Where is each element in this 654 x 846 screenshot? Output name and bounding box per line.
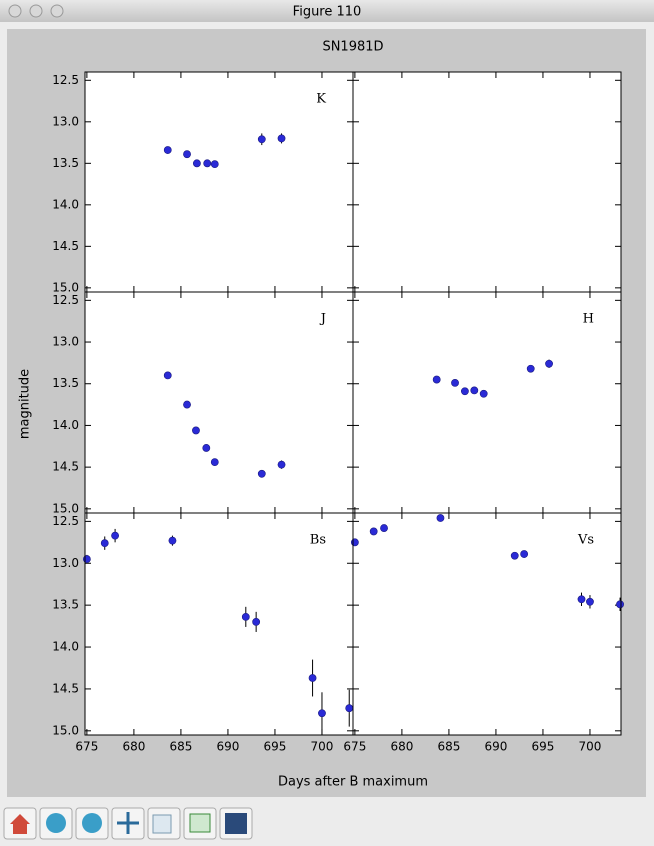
data-point <box>350 538 359 547</box>
data-point <box>183 400 191 409</box>
data-point <box>318 709 326 718</box>
y-tick-label: 14.0 <box>52 640 79 654</box>
y-axis-label: magnitude <box>18 369 33 439</box>
data-point <box>277 460 286 469</box>
x-tick-label: 700 <box>311 740 334 754</box>
data-point <box>380 524 388 532</box>
data-point <box>163 146 172 154</box>
figure-title: SN1981D <box>322 40 383 55</box>
data-point <box>520 550 529 558</box>
data-point <box>616 600 624 609</box>
data-point <box>192 426 200 435</box>
data-point <box>545 359 553 368</box>
zoom-button[interactable] <box>50 4 64 18</box>
x-tick-label: 675 <box>75 740 98 754</box>
y-tick-label: 13.0 <box>52 556 79 570</box>
data-point <box>257 469 266 478</box>
panel-label: Bs <box>310 533 326 548</box>
panel-label: J <box>319 312 326 327</box>
data-point <box>210 160 219 169</box>
panel-label: Vs <box>577 533 594 548</box>
y-tick-label: 12.5 <box>52 293 79 307</box>
back-icon <box>46 813 66 833</box>
plot-area <box>353 292 621 513</box>
y-tick-label: 13.5 <box>52 376 79 390</box>
data-point <box>210 458 219 467</box>
y-tick-label: 14.0 <box>52 418 79 432</box>
y-tick-label: 14.0 <box>52 197 79 211</box>
x-tick-label: 695 <box>531 740 554 754</box>
y-tick-label: 15.0 <box>52 723 79 737</box>
y-tick-label: 14.5 <box>52 681 79 695</box>
subplots-icon <box>189 813 211 833</box>
save-icon <box>225 813 247 834</box>
plot-area <box>353 513 621 735</box>
y-tick-label: 13.5 <box>52 598 79 612</box>
toolbar <box>3 807 253 840</box>
plot-area <box>85 72 353 292</box>
y-tick-label: 12.5 <box>52 73 79 87</box>
plot-frame <box>352 512 622 736</box>
window-title: Figure 110 <box>293 5 362 20</box>
data-point <box>111 531 119 540</box>
y-tick-label: 15.0 <box>52 501 79 515</box>
panel-label: H <box>583 312 594 327</box>
data-point <box>470 386 479 395</box>
plot-area <box>85 292 353 513</box>
panel-label: K <box>316 92 326 107</box>
data-point <box>577 595 586 604</box>
data-point <box>479 389 488 398</box>
data-point <box>526 364 535 373</box>
x-tick-label: 690 <box>216 740 239 754</box>
data-point <box>308 674 317 682</box>
y-tick-label: 13.5 <box>52 156 79 170</box>
data-point <box>163 371 172 380</box>
data-point <box>183 150 191 159</box>
data-point <box>168 536 177 545</box>
data-point <box>202 444 211 452</box>
y-tick-label: 14.5 <box>52 460 79 474</box>
data-point <box>241 612 250 621</box>
close-button[interactable] <box>8 4 22 18</box>
plot-area <box>85 513 353 735</box>
plot-area <box>353 72 621 292</box>
x-tick-label: 700 <box>579 740 602 754</box>
x-tick-label: 680 <box>122 740 145 754</box>
zoom-icon <box>152 814 172 834</box>
x-tick-label: 680 <box>390 740 413 754</box>
x-tick-label: 695 <box>263 740 286 754</box>
y-tick-label: 12.5 <box>52 514 79 528</box>
minimize-button[interactable] <box>29 4 43 18</box>
x-tick-label: 685 <box>437 740 460 754</box>
x-axis-label: Days after B maximum <box>278 775 428 790</box>
data-point <box>432 375 441 384</box>
data-point <box>277 134 286 143</box>
data-point <box>510 551 519 560</box>
x-tick-label: 685 <box>169 740 192 754</box>
data-point <box>345 704 354 713</box>
data-point <box>82 555 91 563</box>
data-point <box>193 159 201 168</box>
x-tick-label: 675 <box>343 740 366 754</box>
forward-icon <box>82 813 102 833</box>
y-tick-label: 15.0 <box>52 280 79 294</box>
x-tick-label: 690 <box>484 740 507 754</box>
title-bar <box>0 0 654 22</box>
y-tick-label: 14.5 <box>52 239 79 253</box>
home-icon <box>10 814 30 834</box>
data-point <box>436 514 445 522</box>
data-point <box>203 159 212 168</box>
data-point <box>586 597 594 606</box>
data-point <box>461 387 469 396</box>
data-point <box>100 539 109 548</box>
data-point <box>257 135 266 144</box>
pan-icon <box>117 812 139 834</box>
y-tick-label: 13.0 <box>52 114 79 128</box>
y-tick-label: 13.0 <box>52 335 79 349</box>
data-point <box>451 379 459 387</box>
data-point <box>369 527 378 536</box>
data-point <box>252 618 261 626</box>
